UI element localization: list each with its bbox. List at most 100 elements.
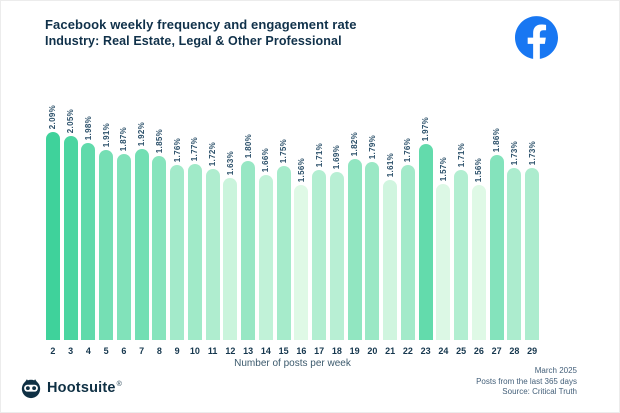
bar-value-label: 1.66% bbox=[261, 147, 271, 172]
bar-column: 1.98% 4 bbox=[80, 92, 98, 356]
x-tick-label: 5 bbox=[103, 346, 109, 356]
bar-column: 1.77% 10 bbox=[186, 92, 204, 356]
hootsuite-wordmark: Hootsuite® bbox=[47, 380, 122, 396]
bar-value-label: 1.91% bbox=[101, 122, 111, 147]
bar-column: 1.85% 8 bbox=[151, 92, 169, 356]
bar bbox=[525, 168, 540, 340]
x-tick-label: 11 bbox=[207, 346, 218, 356]
x-tick-label: 26 bbox=[473, 346, 484, 356]
bar-column: 1.79% 20 bbox=[364, 92, 382, 356]
x-axis-label: Number of posts per week bbox=[234, 358, 351, 369]
x-tick-label: 19 bbox=[349, 346, 360, 356]
source-note: March 2025 Posts from the last 365 days … bbox=[476, 366, 577, 398]
bar-column: 1.91% 5 bbox=[97, 92, 115, 356]
bar-value-label: 1.97% bbox=[421, 116, 431, 141]
chart-subtitle: Industry: Real Estate, Legal & Other Pro… bbox=[45, 34, 342, 48]
bar-column: 2.09% 2 bbox=[44, 92, 62, 356]
bar bbox=[205, 169, 220, 340]
bar-value-label: 2.09% bbox=[48, 104, 58, 129]
bar-value-label: 2.05% bbox=[66, 108, 76, 133]
x-tick-label: 6 bbox=[121, 346, 127, 356]
bar-column: 1.56% 16 bbox=[293, 92, 311, 356]
bar-value-label: 1.79% bbox=[367, 134, 377, 159]
bar bbox=[312, 170, 327, 340]
bar-column: 1.66% 14 bbox=[257, 92, 275, 356]
bar-column: 1.63% 12 bbox=[222, 92, 240, 356]
bar-column: 1.72% 11 bbox=[204, 92, 222, 356]
bar-value-label: 1.86% bbox=[492, 127, 502, 152]
bar-column: 1.73% 28 bbox=[506, 92, 524, 356]
bar-value-label: 1.73% bbox=[527, 140, 537, 165]
bar-value-label: 1.87% bbox=[119, 126, 129, 151]
x-tick-label: 27 bbox=[491, 346, 502, 356]
bar bbox=[400, 165, 415, 340]
bar-value-label: 1.73% bbox=[509, 140, 519, 165]
bar-value-label: 1.71% bbox=[314, 142, 324, 167]
bar-value-label: 1.82% bbox=[350, 131, 360, 156]
bar bbox=[187, 164, 202, 340]
bar-value-label: 1.76% bbox=[172, 137, 182, 162]
bar-column: 2.05% 3 bbox=[62, 92, 80, 356]
facebook-icon bbox=[515, 16, 558, 59]
x-tick-label: 18 bbox=[331, 346, 342, 356]
bar-value-label: 1.77% bbox=[190, 136, 200, 161]
bar-value-label: 1.56% bbox=[296, 157, 306, 182]
bar-column: 1.75% 15 bbox=[275, 92, 293, 356]
bar-column: 1.61% 21 bbox=[381, 92, 399, 356]
bar-column: 1.86% 27 bbox=[488, 92, 506, 356]
hootsuite-logo: Hootsuite® bbox=[20, 377, 122, 399]
bar bbox=[489, 155, 504, 340]
x-tick-label: 4 bbox=[85, 346, 91, 356]
chart-header: Facebook weekly frequency and engagement… bbox=[45, 16, 357, 50]
x-tick-label: 7 bbox=[139, 346, 145, 356]
bar bbox=[63, 136, 78, 340]
chart-title: Facebook weekly frequency and engagement… bbox=[45, 17, 357, 32]
bar-column: 1.71% 17 bbox=[310, 92, 328, 356]
bar bbox=[223, 178, 238, 340]
bar bbox=[454, 170, 469, 340]
x-tick-label: 23 bbox=[420, 346, 431, 356]
bar bbox=[347, 159, 362, 340]
bar bbox=[418, 144, 433, 340]
bar-column: 1.92% 7 bbox=[133, 92, 151, 356]
bar-value-label: 1.63% bbox=[225, 150, 235, 175]
bar-column: 1.87% 6 bbox=[115, 92, 133, 356]
bar-column: 1.73% 29 bbox=[523, 92, 541, 356]
source-line: Source: Critical Truth bbox=[502, 387, 577, 396]
bar bbox=[241, 161, 256, 340]
bar bbox=[471, 185, 486, 340]
x-tick-label: 29 bbox=[527, 346, 538, 356]
x-tick-label: 22 bbox=[402, 346, 413, 356]
bar bbox=[170, 165, 185, 340]
bar bbox=[294, 185, 309, 340]
bar-column: 1.71% 25 bbox=[452, 92, 470, 356]
bar-column: 1.82% 19 bbox=[346, 92, 364, 356]
x-tick-label: 20 bbox=[367, 346, 378, 356]
bar-value-label: 1.69% bbox=[332, 144, 342, 169]
bar bbox=[436, 184, 451, 340]
bar-chart: 2.09% 2 2.05% 3 1.98% 4 1.91% 5 1.87% 6 1.92% 7 1.85… bbox=[44, 92, 541, 356]
date-line: March 2025 bbox=[534, 366, 577, 375]
bar-value-label: 1.56% bbox=[474, 157, 484, 182]
x-tick-label: 21 bbox=[385, 346, 396, 356]
x-tick-label: 15 bbox=[278, 346, 289, 356]
range-line: Posts from the last 365 days bbox=[476, 376, 577, 386]
bar-value-label: 1.85% bbox=[154, 128, 164, 153]
x-tick-label: 13 bbox=[243, 346, 254, 356]
bar bbox=[45, 132, 60, 340]
x-tick-label: 28 bbox=[509, 346, 520, 356]
x-tick-label: 8 bbox=[156, 346, 162, 356]
bar-value-label: 1.98% bbox=[83, 115, 93, 140]
bar-value-label: 1.71% bbox=[456, 142, 466, 167]
x-tick-label: 17 bbox=[314, 346, 325, 356]
x-tick-label: 12 bbox=[225, 346, 236, 356]
bar-value-label: 1.80% bbox=[243, 133, 253, 158]
bar-value-label: 1.61% bbox=[385, 152, 395, 177]
registered-mark: ® bbox=[116, 380, 122, 388]
bar-column: 1.69% 18 bbox=[328, 92, 346, 356]
bar bbox=[276, 166, 291, 340]
x-tick-label: 10 bbox=[189, 346, 200, 356]
bar bbox=[258, 175, 273, 340]
bar-value-label: 1.72% bbox=[208, 141, 218, 166]
